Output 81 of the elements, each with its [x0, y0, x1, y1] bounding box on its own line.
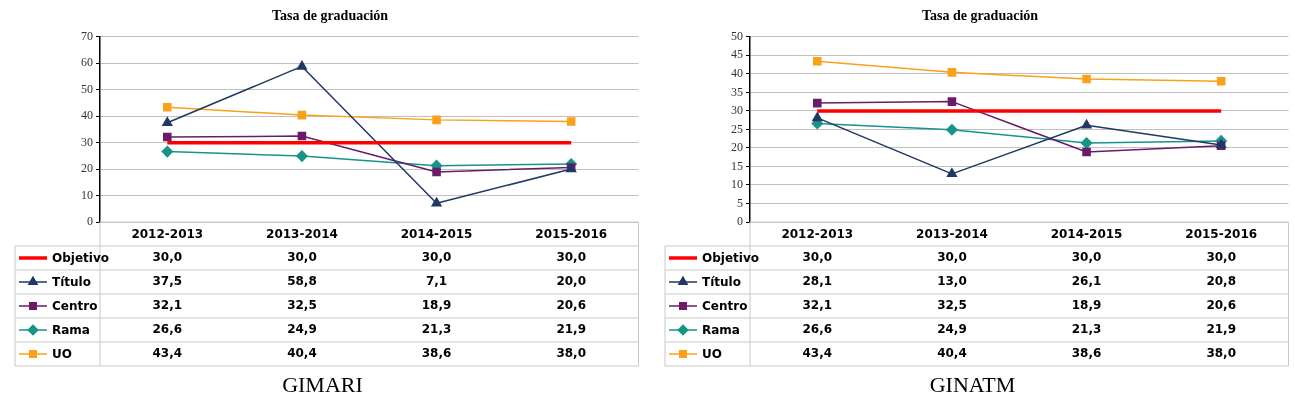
data-label: 18,9 — [1071, 298, 1102, 313]
legend-label: Rama — [702, 323, 740, 338]
legend-label: UO — [702, 347, 722, 362]
chart-title: Tasa de graduación — [921, 8, 1039, 24]
data-label: 32,5 — [937, 298, 967, 313]
x-tick-label: 2012-2013 — [131, 227, 204, 242]
legend-label: UO — [52, 347, 72, 362]
data-label: 30,0 — [421, 250, 452, 265]
legend-label: Centro — [52, 299, 98, 314]
legend-label: Título — [52, 275, 91, 290]
x-tick-label: 2015-2016 — [535, 227, 608, 242]
legend-label: Título — [702, 275, 741, 290]
y-tick-label: 25 — [731, 121, 743, 136]
data-label: 18,9 — [421, 298, 452, 313]
data-label: 21,9 — [556, 322, 586, 337]
data-label: 20,0 — [556, 274, 586, 289]
y-tick-label: 10 — [81, 187, 93, 202]
x-tick-label: 2013-2014 — [266, 227, 338, 242]
y-tick-label: 45 — [731, 47, 743, 62]
y-tick-label: 50 — [81, 81, 93, 96]
data-label: 28,1 — [802, 274, 833, 289]
legend-label: Objetivo — [702, 251, 759, 266]
data-label: 21,3 — [1071, 322, 1102, 337]
y-tick-label: 40 — [731, 66, 743, 80]
x-tick-label: 2013-2014 — [916, 227, 988, 242]
data-label: 58,8 — [287, 274, 317, 289]
y-tick-label: 20 — [731, 140, 743, 155]
data-label: 21,9 — [1206, 322, 1236, 337]
data-label: 40,4 — [937, 346, 967, 361]
data-label: 37,5 — [152, 274, 183, 289]
text: GINATM — [928, 372, 1017, 398]
data-label: 38,0 — [556, 346, 586, 361]
y-tick-label: 30 — [81, 134, 93, 149]
y-tick-label: 10 — [731, 177, 743, 192]
y-tick-label: 50 — [731, 28, 743, 43]
data-label: 21,3 — [421, 322, 452, 337]
legend-label: Centro — [702, 299, 748, 314]
y-tick-label: 60 — [81, 55, 93, 70]
data-label: 20,6 — [1206, 298, 1236, 313]
x-tick-label: 2014-2015 — [1050, 227, 1123, 242]
data-label: 43,4 — [152, 346, 183, 361]
data-label: 20,6 — [556, 298, 586, 313]
y-tick-label: 0 — [737, 214, 743, 229]
data-label: 40,4 — [287, 346, 317, 361]
y-tick-label: 0 — [87, 214, 93, 229]
x-tick-label: 2014-2015 — [400, 227, 473, 242]
y-tick-label: 35 — [731, 84, 743, 99]
data-label: 30,0 — [937, 250, 967, 265]
legend-label: Objetivo — [52, 251, 109, 266]
y-tick-label: 40 — [81, 108, 93, 123]
data-label: 30,0 — [802, 250, 833, 265]
y-tick-label: 15 — [731, 158, 743, 173]
data-label: 26,6 — [802, 322, 833, 337]
data-label: 30,0 — [1206, 250, 1236, 265]
y-tick-label: 70 — [81, 28, 93, 43]
x-tick-label: 2012-2013 — [781, 227, 854, 242]
data-label: 30,0 — [152, 250, 183, 265]
y-tick-label: 30 — [731, 103, 743, 118]
data-label: 32,1 — [802, 298, 833, 313]
data-label: 24,9 — [937, 322, 967, 337]
data-label: 30,0 — [287, 250, 317, 265]
text: GIMARI — [281, 372, 364, 398]
x-tick-label: 2015-2016 — [1185, 227, 1258, 242]
data-label: 38,6 — [421, 346, 452, 361]
data-label: 24,9 — [287, 322, 317, 337]
data-label: 43,4 — [802, 346, 833, 361]
data-label: 38,0 — [1206, 346, 1236, 361]
y-tick-label: 5 — [737, 195, 743, 210]
data-label: 26,6 — [152, 322, 183, 337]
data-label: 32,1 — [152, 298, 183, 313]
data-label: 30,0 — [1071, 250, 1102, 265]
y-tick-label: 20 — [81, 161, 93, 176]
data-label: 38,6 — [1071, 346, 1102, 361]
data-label: 20,8 — [1206, 274, 1236, 289]
chart-title: Tasa de graduación — [271, 8, 389, 24]
data-label: 7,1 — [425, 274, 448, 289]
data-label: 13,0 — [937, 274, 967, 289]
data-label: 32,5 — [287, 298, 317, 313]
legend-label: Rama — [52, 323, 90, 338]
data-label: 26,1 — [1071, 274, 1102, 289]
data-label: 30,0 — [556, 250, 586, 265]
